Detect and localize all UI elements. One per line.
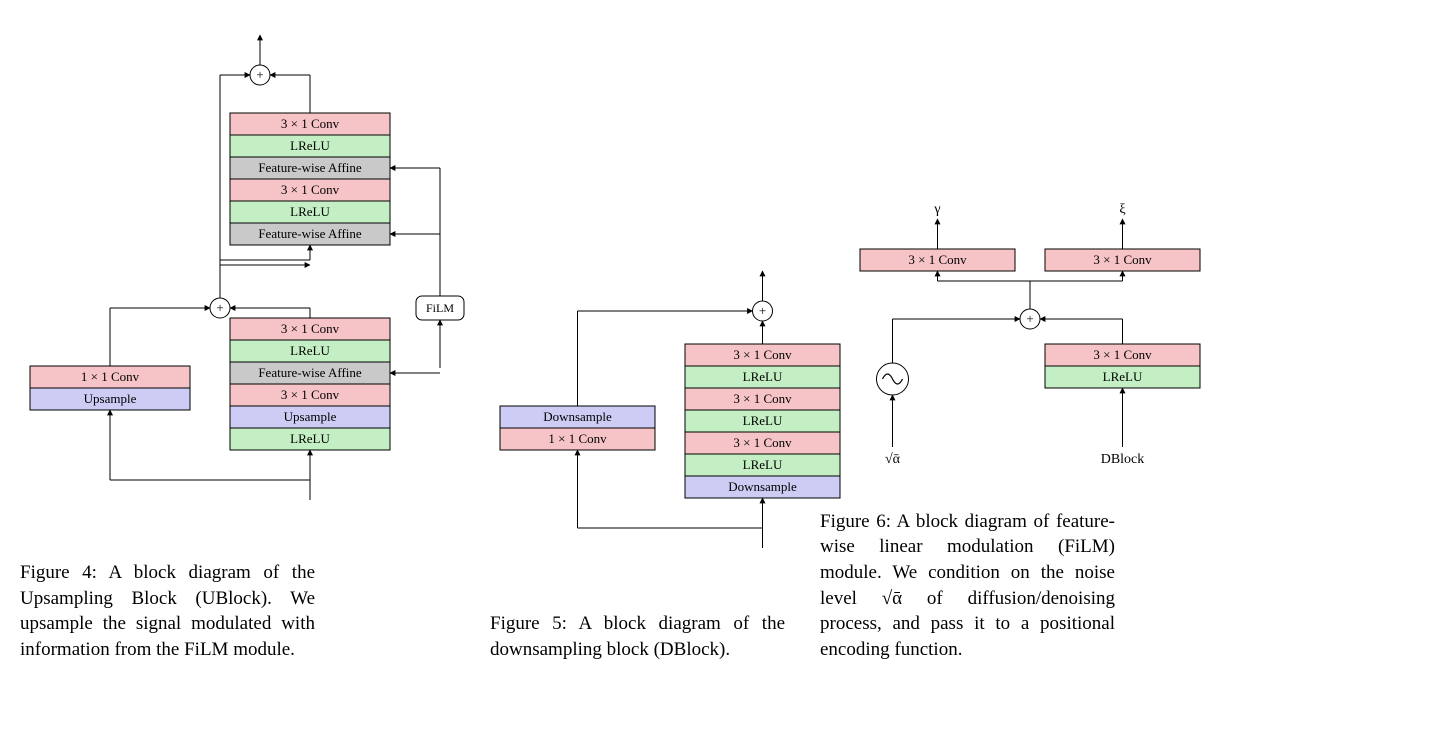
f5-main-conv3x1-4-label: 3 × 1 Conv <box>733 391 792 406</box>
f5-main-lrelu-3-label: LReLU <box>743 413 783 428</box>
plus-icon: + <box>1026 311 1033 326</box>
f4-upper-lrelu-4-label: LReLU <box>290 138 330 153</box>
f5-main-lrelu-5-label: LReLU <box>743 369 783 384</box>
f4-upper-affine-3-label: Feature-wise Affine <box>258 160 362 175</box>
figure-5: Downsample LReLU 3 × 1 Conv LReLU 3 × 1 Conv… <box>490 241 790 662</box>
fig5-caption: Figure 5: A block diagram of the downsam… <box>490 611 785 662</box>
figure-4: LReLU Upsample 3 × 1 Conv Feature-wise Affi… <box>20 20 460 663</box>
f4-lower-lrelu-0-label: LReLU <box>290 431 330 446</box>
fig6-diagram: 3 × 1 Conv 3 × 1 Conv γ ξ + √ᾱ LReLU 3 × 1 Conv… <box>820 189 1240 499</box>
f4-upper-lrelu-1-label: LReLU <box>290 204 330 219</box>
f4-left-conv1x1-1-label: 1 × 1 Conv <box>81 369 140 384</box>
figures-row: LReLU Upsample 3 × 1 Conv Feature-wise Affi… <box>20 20 1421 663</box>
f5-main-lrelu-1-label: LReLU <box>743 457 783 472</box>
f4-lower-conv3x1-5-label: 3 × 1 Conv <box>281 321 340 336</box>
f4-lower-affine-3-label: Feature-wise Affine <box>258 365 362 380</box>
plus-icon: + <box>256 67 263 82</box>
f6-right-conv3x1-1-label: 3 × 1 Conv <box>1093 347 1152 362</box>
xi-label: ξ <box>1119 202 1125 217</box>
f4-lower-conv3x1-2-label: 3 × 1 Conv <box>281 387 340 402</box>
fig4-caption: Figure 4: A block diagram of the Upsampl… <box>20 560 315 663</box>
f4-upper-conv3x1-2-label: 3 × 1 Conv <box>281 182 340 197</box>
fig4-diagram: LReLU Upsample 3 × 1 Conv Feature-wise Affi… <box>0 20 510 550</box>
f4-upper-affine-0-label: Feature-wise Affine <box>258 226 362 241</box>
f4-lower-upsample-1-label: Upsample <box>284 409 337 424</box>
f4-lower-lrelu-4-label: LReLU <box>290 343 330 358</box>
fig6-caption: Figure 6: A block diagram of feature-wis… <box>820 509 1115 663</box>
f5-left-conv1x1-0-label: 1 × 1 Conv <box>548 431 607 446</box>
f4-upper-conv3x1-5-label: 3 × 1 Conv <box>281 116 340 131</box>
sqrt-alpha-label: √ᾱ <box>885 452 901 467</box>
f5-main-conv3x1-6-label: 3 × 1 Conv <box>733 347 792 362</box>
f5-main-conv3x1-2-label: 3 × 1 Conv <box>733 435 792 450</box>
gamma-label: γ <box>933 202 940 217</box>
plus-icon: + <box>759 303 766 318</box>
figure-6: 3 × 1 Conv3 × 1 Convγξ+√ᾱLReLU3 × 1 Conv… <box>820 189 1120 663</box>
film-box-label: FiLM <box>426 301 454 315</box>
f5-main-downsample-0-label: Downsample <box>728 479 797 494</box>
f6-conv-xi-label: 3 × 1 Conv <box>1093 252 1152 267</box>
f6-conv-gamma-label: 3 × 1 Conv <box>908 252 967 267</box>
f6-right-lrelu-0-label: LReLU <box>1103 369 1143 384</box>
dblock-label: DBlock <box>1101 452 1145 467</box>
f4-left-upsample-0-label: Upsample <box>84 391 137 406</box>
f5-left-downsample-1-label: Downsample <box>543 409 612 424</box>
plus-icon: + <box>216 300 223 315</box>
